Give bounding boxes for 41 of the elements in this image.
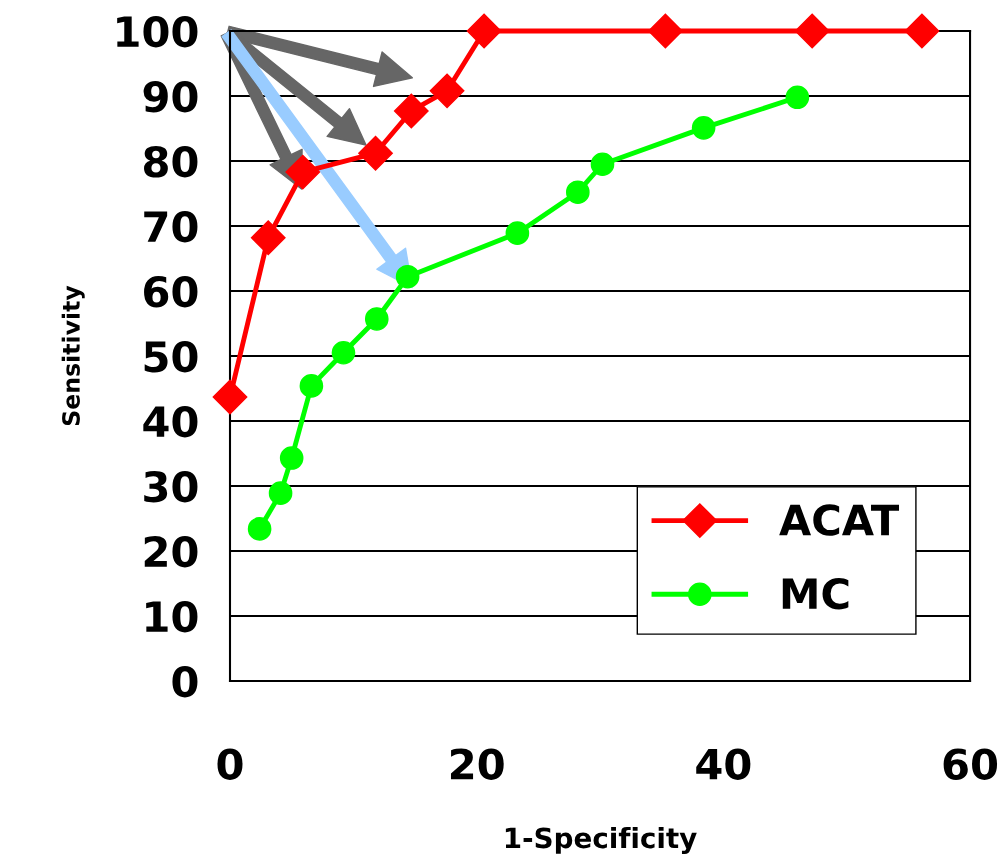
legend-label: ACAT [779,504,900,536]
point [393,93,429,129]
point [904,13,940,49]
point [785,85,810,110]
point [505,221,530,245]
y-tick-label: 30 [144,470,198,503]
point [590,152,615,177]
x-axis-title: 1-Specificity [505,826,697,854]
point [247,517,272,541]
point [466,13,502,49]
point [794,13,830,49]
x-tick-label: 40 [696,748,751,780]
y-tick-label: 100 [117,15,198,48]
point [566,180,590,205]
x-tick-label: 0 [217,748,243,780]
point [691,116,716,140]
x-tick-label: 20 [450,748,504,780]
point [429,73,465,109]
x-tick-label: 60 [943,748,998,780]
y-axis-title: Sensitivity [61,285,85,426]
y-tick-label: 50 [144,340,198,373]
point [285,154,321,190]
point [331,340,356,365]
y-tick-label: 60 [144,275,198,308]
point [364,307,389,331]
y-tick-label: 40 [143,405,198,438]
point [279,446,304,470]
y-tick-label: 80 [144,145,198,178]
point [268,481,293,505]
y-tick-label: 0 [172,665,198,698]
y-tick-label: 10 [146,600,198,633]
point [299,374,324,398]
y-tick-label: 70 [144,210,198,243]
point [358,135,393,171]
point [648,13,683,49]
point [212,379,248,415]
point [250,220,286,256]
legend-label: MC [782,577,849,610]
y-tick-label: 90 [143,80,198,113]
point [395,264,420,289]
y-tick-label: 20 [144,535,198,568]
